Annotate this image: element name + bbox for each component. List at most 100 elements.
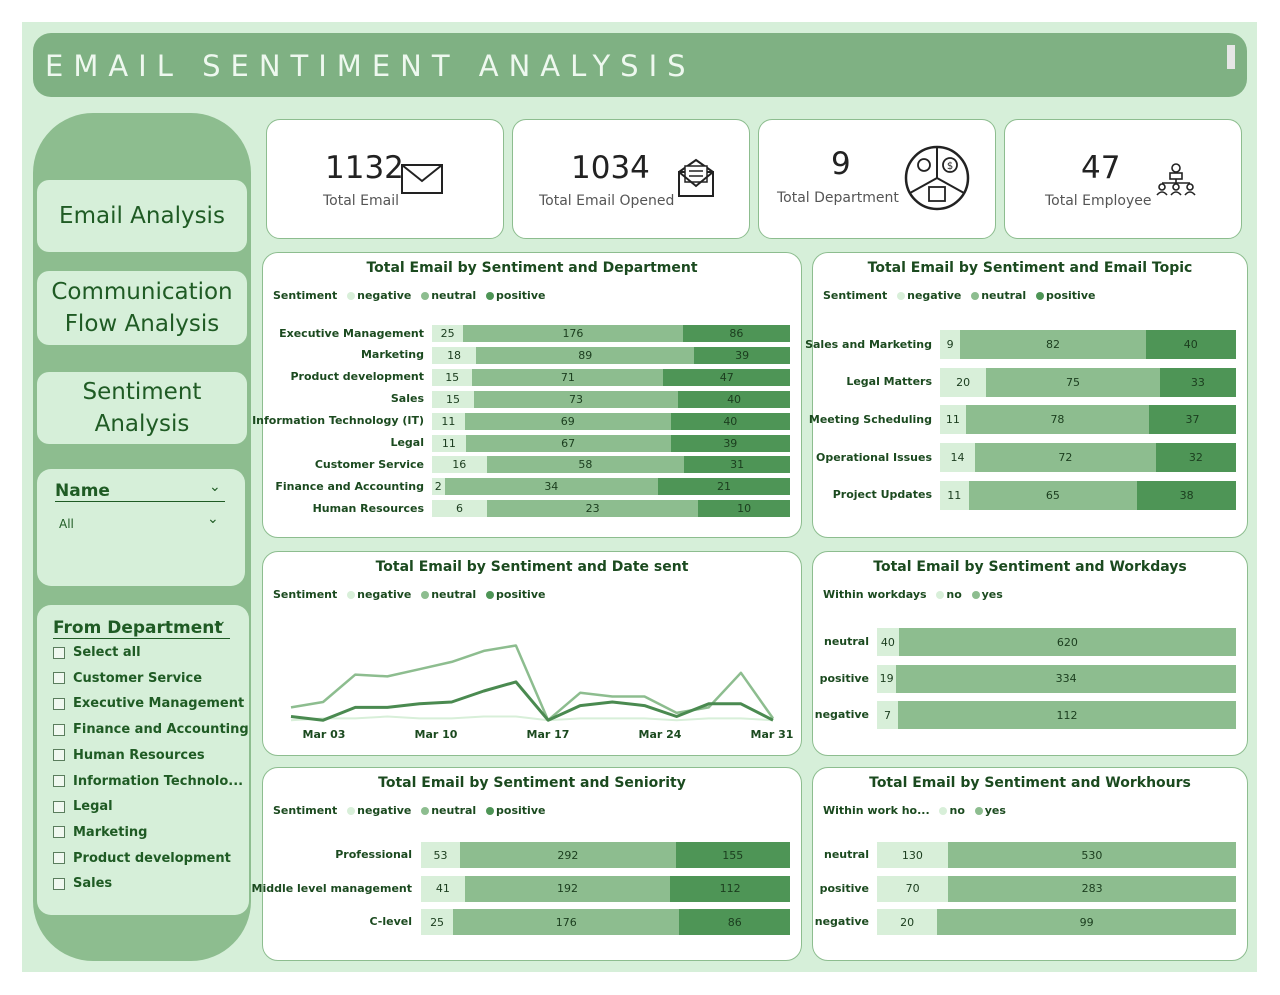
department-option[interactable]: Executive Management	[53, 696, 244, 711]
bar-segment-neutral[interactable]: 72	[975, 443, 1156, 473]
bar-segment-positive[interactable]: 40	[678, 390, 790, 408]
bar-segment-neutral[interactable]: 89	[476, 346, 695, 364]
bar-segment-positive[interactable]: 40	[1145, 330, 1236, 359]
bar-segment-negative[interactable]: 11	[940, 405, 966, 435]
bar-segment-no[interactable]: 40	[877, 628, 899, 656]
bar-segment-positive[interactable]: 37	[1149, 405, 1236, 435]
kpi-total-employee-card: 47 Total Employee	[1004, 119, 1242, 239]
department-option[interactable]: Customer Service	[53, 671, 202, 686]
bar-segment-positive[interactable]: 33	[1159, 367, 1236, 397]
bar-segment-negative[interactable]: 11	[432, 434, 466, 452]
bar-segment-negative[interactable]: 9	[940, 330, 961, 359]
bar-segment-yes[interactable]: 283	[948, 875, 1236, 902]
x-axis-tick-label: Mar 31	[751, 728, 794, 741]
bar-segment-positive[interactable]: 47	[663, 368, 790, 386]
kpi-value: 9	[831, 146, 851, 182]
line-series-negative[interactable]	[290, 715, 774, 722]
bar-segment-neutral[interactable]: 176	[463, 325, 683, 342]
bar-segment-neutral[interactable]: 176	[453, 909, 680, 935]
bar-segment-neutral[interactable]: 71	[472, 368, 664, 386]
bar-segment-negative[interactable]: 14	[940, 443, 976, 473]
checkbox[interactable]	[53, 672, 65, 685]
checkbox[interactable]	[53, 697, 65, 710]
bar-segment-no[interactable]: 7	[877, 701, 899, 729]
bar-segment-no[interactable]: 130	[877, 842, 948, 868]
bar-segment-negative[interactable]: 53	[421, 842, 461, 868]
bar-segment-no[interactable]: 20	[877, 909, 938, 935]
bar-segment-negative[interactable]: 25	[432, 325, 464, 342]
bar-segment-positive[interactable]: 38	[1137, 480, 1236, 510]
department-option[interactable]: Marketing	[53, 825, 147, 840]
department-option[interactable]: Finance and Accounting	[53, 722, 249, 737]
bar-category-label: positive	[819, 671, 869, 685]
nav-email-analysis-button[interactable]: Email Analysis	[37, 180, 247, 252]
bar-segment-neutral[interactable]: 82	[960, 330, 1146, 359]
bar-segment-neutral[interactable]: 292	[460, 842, 676, 868]
department-option[interactable]: Select all	[53, 645, 141, 660]
bar-segment-negative[interactable]: 2	[432, 478, 445, 496]
chevron-down-icon[interactable]: ⌄	[215, 613, 227, 629]
legend-swatch	[971, 591, 980, 599]
name-filter-value[interactable]: All	[59, 517, 74, 531]
bar-segment-no[interactable]: 19	[877, 664, 897, 693]
bar-segment-negative[interactable]: 11	[432, 412, 465, 430]
bar-segment-yes[interactable]: 530	[947, 842, 1236, 868]
bar-segment-negative[interactable]: 15	[432, 390, 474, 408]
bar-segment-positive[interactable]: 39	[670, 434, 790, 452]
bar-segment-neutral[interactable]: 69	[464, 412, 671, 430]
bar-segment-positive[interactable]: 112	[670, 875, 790, 902]
checkbox[interactable]	[53, 723, 65, 736]
bar-segment-positive[interactable]: 86	[682, 325, 790, 342]
bar-segment-no[interactable]: 70	[877, 875, 949, 902]
checkbox[interactable]	[53, 646, 65, 659]
nav-sentiment-analysis-button[interactable]: Sentiment Analysis	[37, 372, 247, 444]
bar-segment-neutral[interactable]: 75	[986, 367, 1160, 397]
checkbox[interactable]	[53, 877, 65, 890]
bar-segment-yes[interactable]: 620	[898, 628, 1236, 656]
bar-segment-neutral[interactable]: 73	[473, 390, 679, 408]
bar-segment-yes[interactable]: 334	[896, 664, 1236, 693]
bar-segment-neutral[interactable]: 58	[486, 456, 685, 474]
bar-segment-negative[interactable]: 41	[421, 875, 465, 902]
bar-segment-positive[interactable]: 155	[675, 842, 790, 868]
chevron-down-icon[interactable]: ⌄	[209, 479, 221, 495]
bar-segment-neutral[interactable]: 23	[487, 500, 699, 518]
checkbox[interactable]	[53, 800, 65, 813]
scrollbar[interactable]	[1227, 45, 1235, 69]
bar-segment-negative[interactable]: 6	[432, 500, 488, 518]
bar-segment-positive[interactable]: 31	[684, 456, 790, 474]
checkbox[interactable]	[53, 852, 65, 865]
department-option-label: Sales	[73, 876, 113, 892]
bar-segment-positive[interactable]: 40	[670, 412, 790, 430]
bar-segment-negative[interactable]: 15	[432, 368, 473, 386]
bar-segment-positive[interactable]: 86	[679, 909, 790, 935]
checkbox[interactable]	[53, 749, 65, 762]
checkbox[interactable]	[53, 775, 65, 787]
bar-segment-negative[interactable]: 20	[940, 367, 987, 397]
bar-segment-neutral[interactable]: 67	[465, 434, 671, 452]
bar-segment-negative[interactable]: 25	[421, 909, 454, 935]
nav-communication-flow-button[interactable]: Communication Flow Analysis	[37, 271, 247, 345]
bar-segment-neutral[interactable]: 78	[965, 405, 1150, 435]
bar-segment-negative[interactable]: 16	[432, 456, 487, 474]
bar-segment-positive[interactable]: 32	[1155, 443, 1236, 473]
department-option[interactable]: Product development	[53, 851, 231, 866]
bar-segment-yes[interactable]: 99	[937, 909, 1236, 935]
bar-segment-neutral[interactable]: 192	[464, 875, 671, 902]
bar-segment-positive[interactable]: 10	[698, 500, 790, 518]
chevron-down-icon[interactable]: ⌄	[207, 511, 219, 527]
bar-segment-yes[interactable]: 112	[898, 701, 1236, 729]
department-option[interactable]: Human Resources	[53, 748, 205, 763]
department-option[interactable]: Information Technolo...	[53, 774, 243, 789]
bar-segment-negative[interactable]: 18	[432, 346, 477, 364]
bar-segment-neutral[interactable]: 34	[444, 478, 659, 496]
line-series-positive[interactable]	[290, 680, 774, 722]
checkbox[interactable]	[53, 826, 65, 839]
bar-segment-positive[interactable]: 21	[658, 478, 790, 496]
bar-segment-positive[interactable]: 39	[694, 346, 790, 364]
department-option[interactable]: Sales	[53, 876, 112, 891]
bar-segment-neutral[interactable]: 65	[968, 480, 1138, 510]
department-option[interactable]: Legal	[53, 799, 113, 814]
chart-legend: Within work ho... no yes	[823, 804, 1006, 817]
bar-segment-negative[interactable]: 11	[940, 480, 969, 510]
